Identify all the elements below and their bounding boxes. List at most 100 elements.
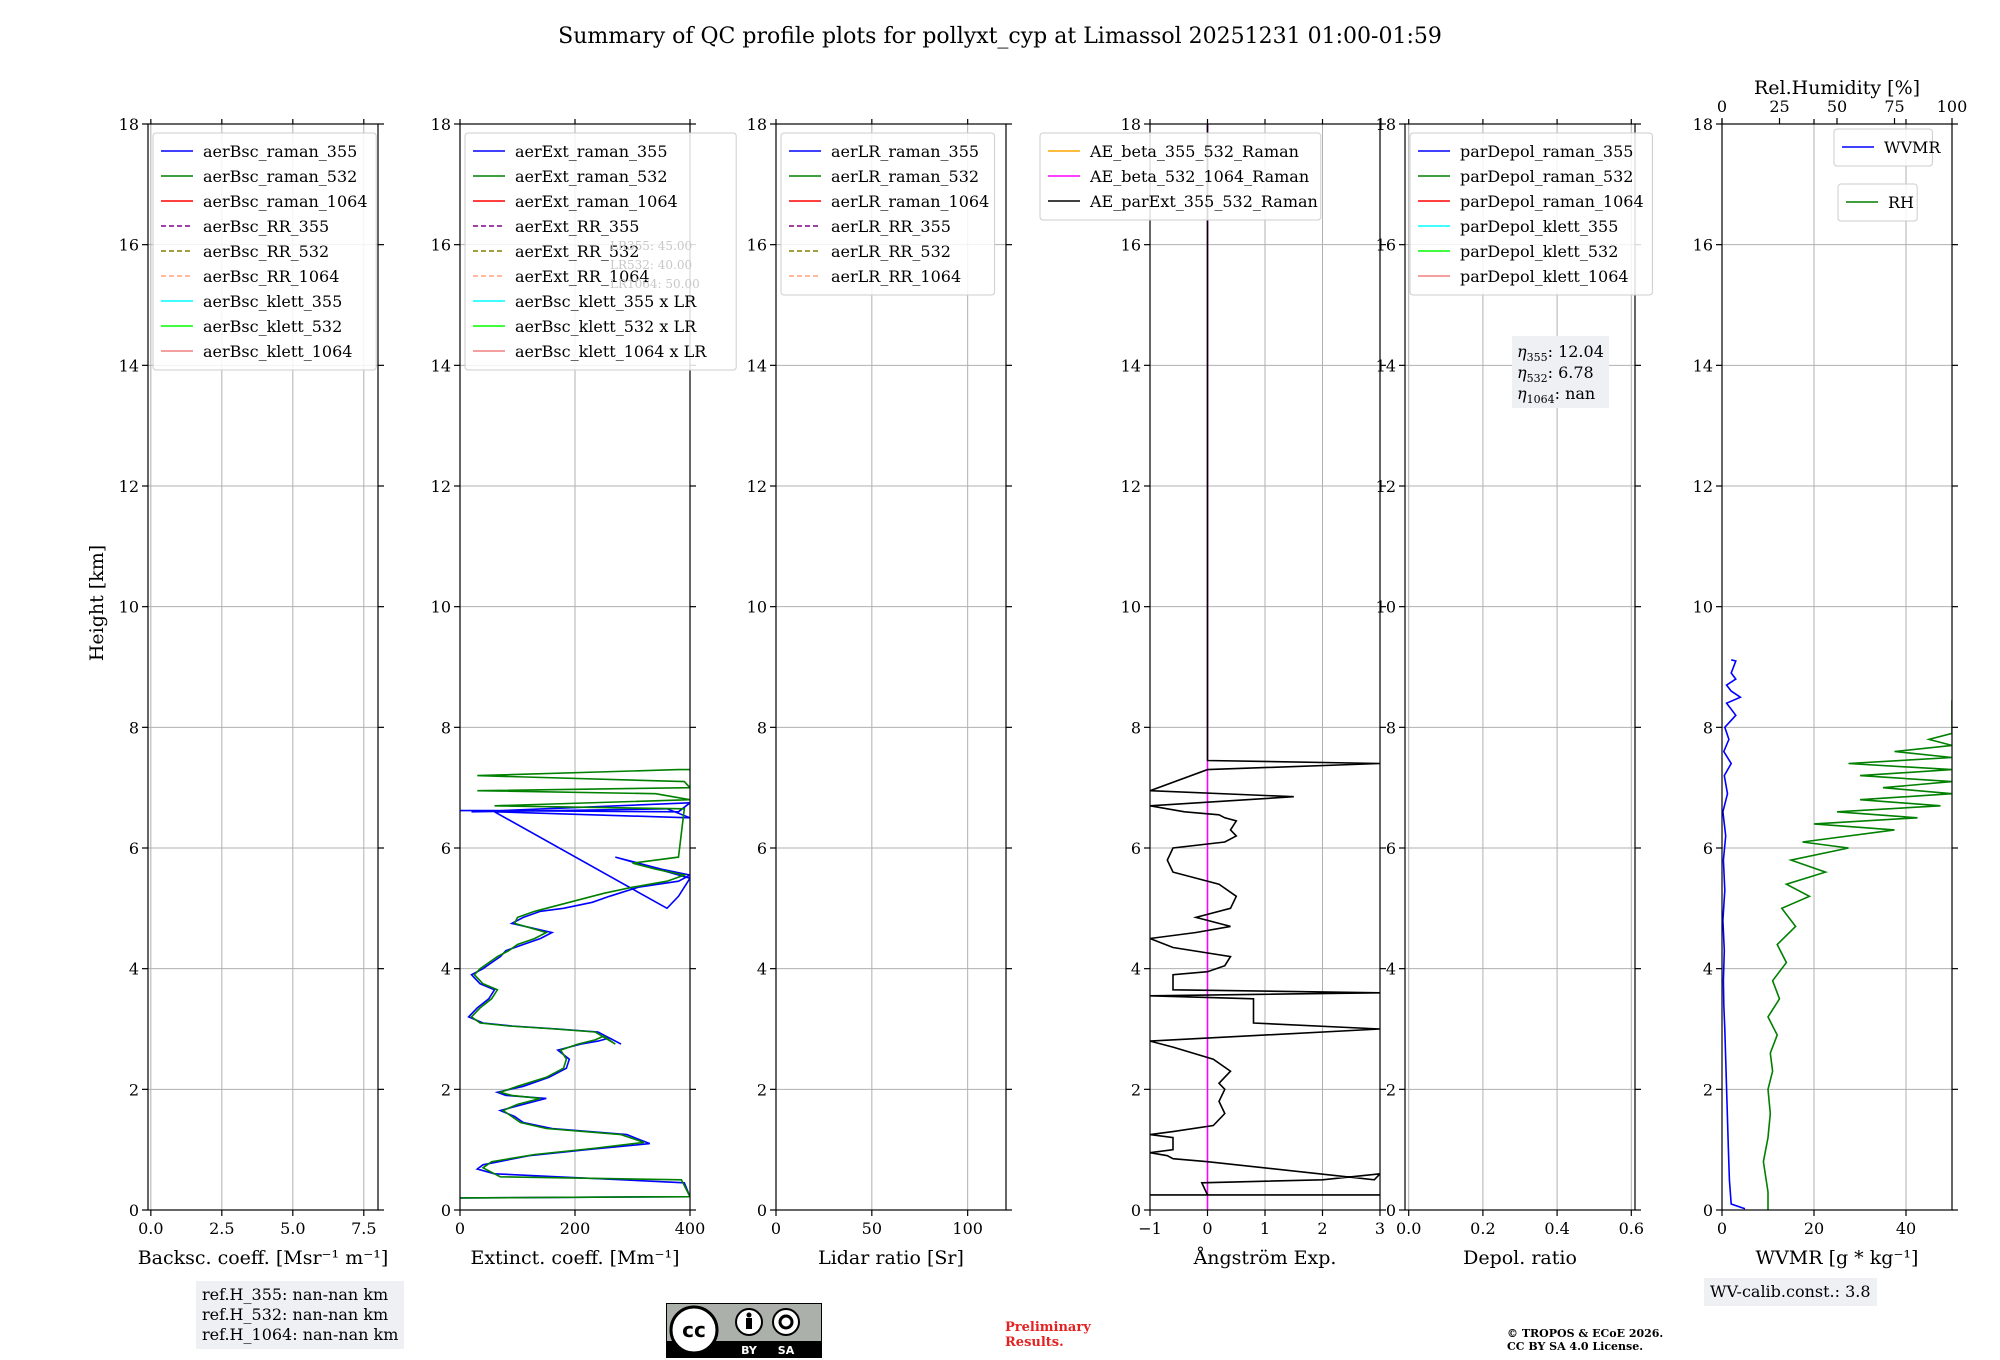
figure-title: Summary of QC profile plots for pollyxt_… bbox=[558, 24, 1442, 49]
legend-label: aerBsc_klett_1064 bbox=[203, 342, 352, 361]
x-axis-label: Backsc. coeff. [Msr⁻¹ m⁻¹] bbox=[138, 1247, 389, 1269]
y-tick-label: 10 bbox=[119, 598, 139, 617]
panel-1: 0 2 4 6 8 10 12 14 16 18 0.0 2.5 5.0 7.5 Backsc. coeff… bbox=[119, 115, 389, 1269]
plot-frame bbox=[147, 123, 379, 1211]
copyright-line-2: CC BY SA 4.0 License. bbox=[1507, 1340, 1644, 1353]
legend-frame bbox=[1833, 128, 1933, 167]
legend-label: AE_beta_532_1064_Raman bbox=[1089, 167, 1309, 186]
legend-label: parDepol_raman_355 bbox=[1460, 142, 1633, 161]
y-tick-label: 0 bbox=[757, 1201, 767, 1220]
legend-label: aerBsc_RR_1064 bbox=[203, 267, 339, 286]
y-tick-label: 18 bbox=[1376, 115, 1396, 134]
legend-label: aerBsc_raman_1064 bbox=[203, 192, 368, 211]
y-tick-label: 8 bbox=[1386, 718, 1396, 737]
y-tick-label: 18 bbox=[747, 115, 767, 134]
legend-label: aerExt_RR_355 bbox=[515, 217, 639, 236]
lidar-ratio-note: LR1064: 50.00 bbox=[610, 277, 700, 291]
legend-label: parDepol_raman_532 bbox=[1460, 167, 1633, 186]
lidar-ratio-note: LR355: 45.00 bbox=[610, 239, 692, 253]
preliminary-line-2: Results. bbox=[1005, 1335, 1064, 1350]
eta-subscript: 355 bbox=[1527, 351, 1548, 364]
y-tick-label: 2 bbox=[129, 1080, 139, 1099]
y-tick-label: 16 bbox=[431, 236, 451, 255]
y-tick-label: 8 bbox=[129, 718, 139, 737]
plot-frame bbox=[1404, 123, 1636, 1211]
y-tick-label: 18 bbox=[431, 115, 451, 134]
x-axis-label: Extinct. coeff. [Mm⁻¹] bbox=[470, 1247, 679, 1269]
y-tick-label: 6 bbox=[129, 839, 139, 858]
x-tick-label: 1 bbox=[1260, 1219, 1270, 1238]
x-tick-label: 7.5 bbox=[351, 1219, 376, 1238]
plot-frame bbox=[1721, 123, 1953, 1211]
x-tick-label: 2 bbox=[1317, 1219, 1327, 1238]
x-tick-label: 20 bbox=[1804, 1219, 1824, 1238]
legend-frame bbox=[464, 132, 737, 371]
x-axis-label: Depol. ratio bbox=[1463, 1247, 1577, 1269]
x-axis-label: Ångström Exp. bbox=[1193, 1247, 1337, 1269]
y-tick-label: 6 bbox=[1386, 839, 1396, 858]
cc-by-label: BY bbox=[741, 1344, 758, 1357]
y-tick-label: 2 bbox=[441, 1080, 451, 1099]
x-tick-label: 0 bbox=[771, 1219, 781, 1238]
eta-box-bg bbox=[1512, 336, 1609, 408]
y-tick-label: 18 bbox=[1121, 115, 1141, 134]
y-tick-label: 4 bbox=[441, 960, 451, 979]
y-tick-label: 16 bbox=[1121, 236, 1141, 255]
legend: aerLR_raman_355 aerLR_raman_532 aerLR_rama… bbox=[780, 132, 996, 296]
reference-height-box: ref.H_355: nan-nan km ref.H_532: nan-nan… bbox=[196, 1281, 405, 1349]
y-tick-label: 4 bbox=[1386, 960, 1396, 979]
top-tick-label: 100 bbox=[1937, 97, 1968, 116]
y-tick-label: 8 bbox=[1703, 718, 1713, 737]
legend-label: aerExt_raman_355 bbox=[515, 142, 668, 161]
y-tick-label: 8 bbox=[757, 718, 767, 737]
legend-label: aerLR_raman_532 bbox=[831, 167, 979, 186]
legend-label: aerBsc_klett_532 bbox=[203, 317, 342, 336]
copyright-note: © TROPOS & ECoE 2026. CC BY SA 4.0 Licen… bbox=[1507, 1327, 1663, 1353]
y-tick-label: 18 bbox=[1693, 115, 1713, 134]
y-tick-label: 6 bbox=[1131, 839, 1141, 858]
x-tick-label: 0.0 bbox=[138, 1219, 163, 1238]
y-tick-label: 6 bbox=[757, 839, 767, 858]
cc-license-logo: cc BY SA bbox=[666, 1303, 822, 1358]
panel-2: 0 2 4 6 8 10 12 14 16 18 0 200 400 Extinct. coeff. [M… bbox=[431, 115, 737, 1269]
legend: parDepol_raman_355 parDepol_raman_532 parD… bbox=[1409, 132, 1653, 296]
legend-label: aerLR_RR_532 bbox=[831, 242, 951, 261]
y-tick-label: 12 bbox=[1121, 477, 1141, 496]
y-tick-label: 2 bbox=[1703, 1080, 1713, 1099]
y-tick-label: 18 bbox=[119, 115, 139, 134]
x-tick-label: 0.0 bbox=[1396, 1219, 1421, 1238]
legend-label: aerLR_raman_1064 bbox=[831, 192, 989, 211]
y-tick-label: 10 bbox=[1693, 598, 1713, 617]
y-tick-label: 8 bbox=[441, 718, 451, 737]
x-tick-label: 3 bbox=[1375, 1219, 1385, 1238]
legend: aerExt_raman_355 aerExt_raman_532 aerExt_r… bbox=[464, 132, 737, 371]
legend-label: aerExt_raman_1064 bbox=[515, 192, 678, 211]
x-tick-label: 400 bbox=[675, 1219, 706, 1238]
legend-label: aerLR_raman_355 bbox=[831, 142, 979, 161]
y-tick-label: 14 bbox=[119, 356, 139, 375]
y-tick-label: 14 bbox=[1693, 356, 1713, 375]
legend-frame bbox=[780, 132, 996, 296]
x-tick-label: 5.0 bbox=[280, 1219, 305, 1238]
eta-value: : nan bbox=[1555, 384, 1596, 403]
legend-frame bbox=[1039, 132, 1322, 221]
y-tick-label: 10 bbox=[431, 598, 451, 617]
series-RH bbox=[1762, 700, 1952, 1210]
legend: WVMR bbox=[1833, 128, 1941, 167]
x-tick-label: 0 bbox=[1202, 1219, 1212, 1238]
y-tick-label: 14 bbox=[747, 356, 767, 375]
y-tick-label: 8 bbox=[1131, 718, 1141, 737]
legend-label: aerLR_RR_1064 bbox=[831, 267, 961, 286]
y-tick-label: 16 bbox=[747, 236, 767, 255]
eta-row: η355: 12.04 bbox=[1517, 342, 1604, 364]
eta-symbol: η bbox=[1517, 342, 1527, 361]
share-alike-icon bbox=[772, 1308, 800, 1336]
top-tick-label: 0 bbox=[1717, 97, 1727, 116]
refh-1064: ref.H_1064: nan-nan km bbox=[202, 1325, 399, 1344]
legend-label: aerBsc_klett_1064 x LR bbox=[515, 342, 707, 361]
x-tick-label: 40 bbox=[1896, 1219, 1916, 1238]
y-tick-label: 12 bbox=[431, 477, 451, 496]
y-tick-label: 12 bbox=[1693, 477, 1713, 496]
